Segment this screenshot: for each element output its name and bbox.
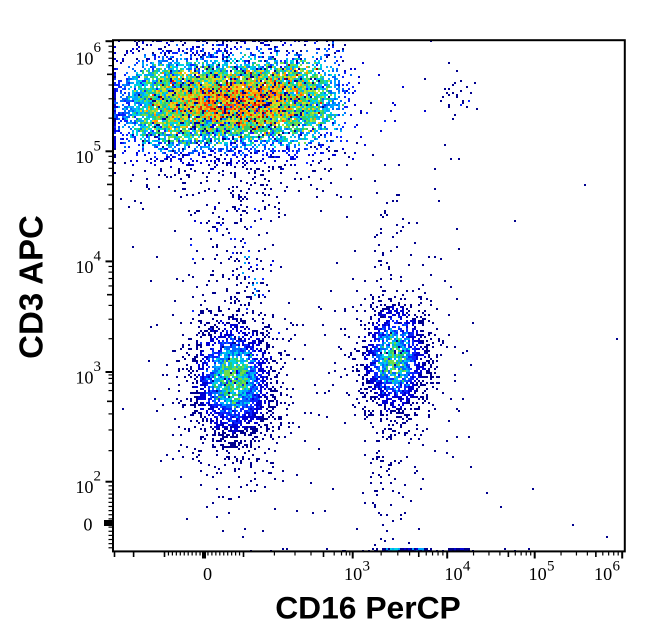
svg-text:0: 0: [203, 564, 212, 584]
svg-text:3: 3: [363, 559, 371, 575]
svg-text:3: 3: [94, 359, 102, 375]
svg-text:4: 4: [463, 559, 471, 575]
svg-text:10: 10: [344, 564, 362, 584]
svg-text:10: 10: [444, 564, 462, 584]
svg-text:0: 0: [83, 515, 92, 535]
svg-text:2: 2: [94, 469, 102, 485]
svg-text:10: 10: [75, 368, 93, 388]
svg-text:6: 6: [613, 559, 621, 575]
svg-text:10: 10: [75, 257, 93, 277]
svg-text:10: 10: [75, 49, 93, 69]
svg-text:10: 10: [75, 147, 93, 167]
svg-text:5: 5: [94, 138, 102, 154]
svg-text:4: 4: [94, 248, 102, 264]
svg-text:10: 10: [529, 564, 547, 584]
svg-text:6: 6: [94, 40, 102, 56]
svg-text:CD3 APC: CD3 APC: [13, 215, 50, 359]
svg-text:10: 10: [594, 564, 612, 584]
svg-text:5: 5: [547, 559, 555, 575]
svg-text:CD16 PerCP: CD16 PerCP: [275, 590, 461, 626]
svg-text:10: 10: [75, 477, 93, 497]
